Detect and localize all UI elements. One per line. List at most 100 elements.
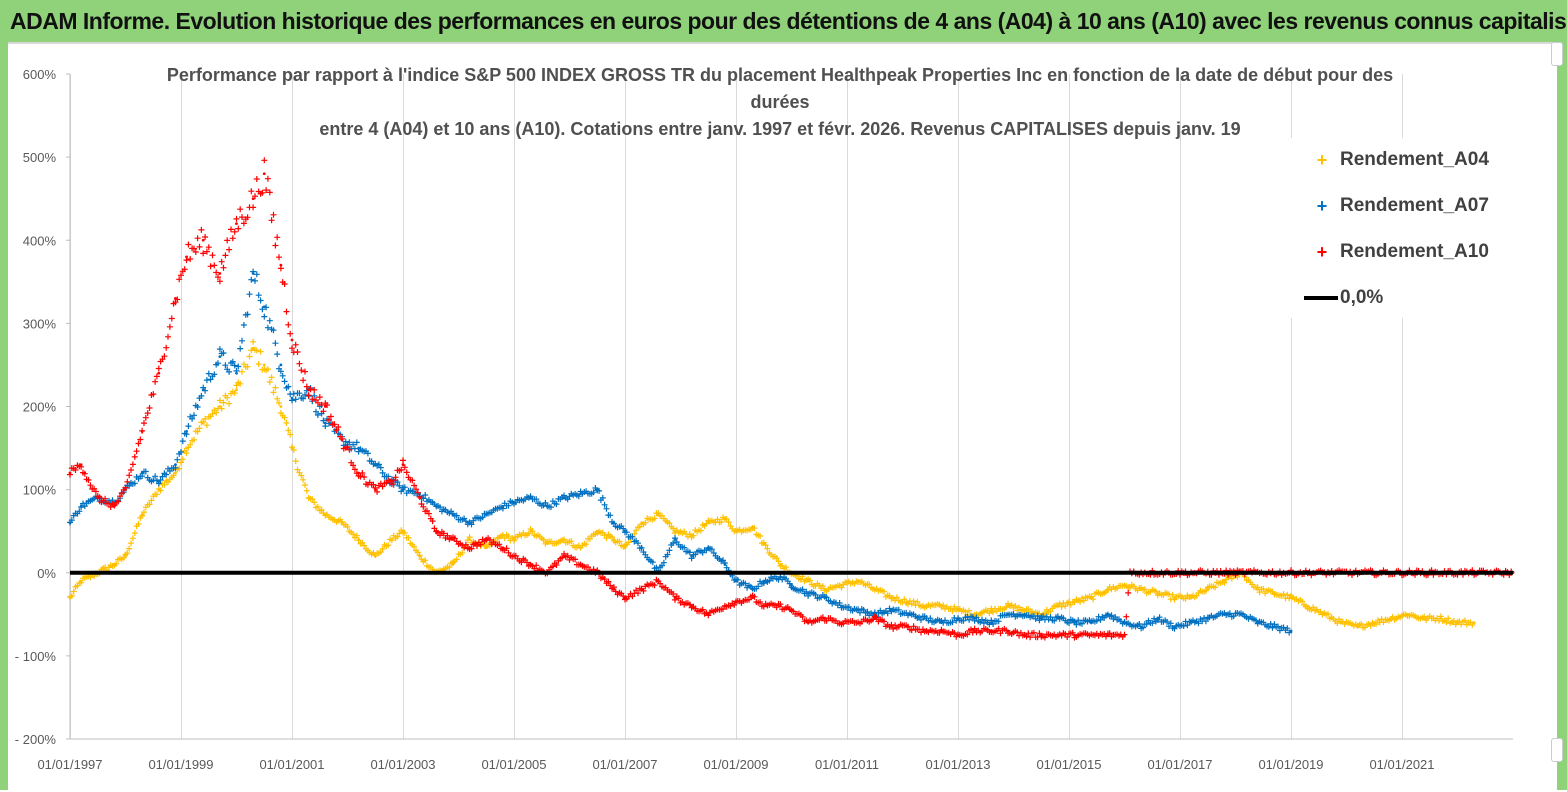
data-point — [1123, 583, 1126, 587]
data-point — [201, 238, 205, 242]
data-point — [873, 617, 877, 620]
legend-item-a10: + Rendement_A10 — [1304, 237, 1489, 267]
data-point — [401, 529, 405, 533]
data-point — [501, 546, 505, 550]
data-point — [906, 600, 910, 604]
data-point — [890, 608, 893, 612]
data-point — [1006, 629, 1010, 633]
data-point — [1206, 617, 1210, 620]
x-tick-label: 01/01/2013 — [925, 757, 990, 772]
data-point — [751, 587, 755, 591]
data-point — [751, 596, 755, 600]
data-point — [340, 438, 344, 442]
data-point — [640, 521, 644, 525]
data-point — [656, 513, 660, 516]
data-point — [185, 446, 188, 450]
x-tick-label: 01/01/2021 — [1369, 757, 1434, 772]
data-point — [1306, 604, 1310, 608]
data-point — [923, 604, 927, 608]
data-point — [939, 629, 943, 633]
data-point — [140, 471, 144, 475]
data-point — [734, 529, 738, 533]
data-point — [290, 338, 294, 342]
data-point — [1223, 579, 1226, 583]
chart-title-line-2: durées — [750, 92, 810, 112]
data-point — [1389, 617, 1393, 620]
data-point — [390, 479, 394, 483]
x-tick-label: 01/01/2017 — [1147, 757, 1212, 772]
data-point — [529, 563, 533, 566]
data-point — [734, 600, 738, 604]
data-point — [96, 496, 100, 500]
data-point — [1406, 612, 1409, 616]
data-point — [307, 388, 311, 392]
data-point — [1006, 604, 1010, 608]
data-point — [890, 596, 893, 600]
data-point — [157, 488, 161, 492]
chart-title-line-3: entre 4 (A04) et 10 ans (A10). Cotations… — [319, 119, 1241, 139]
data-point — [512, 554, 516, 558]
y-tick-label: 200% — [23, 400, 57, 415]
data-point — [762, 542, 766, 546]
data-point — [1356, 625, 1359, 629]
data-point — [174, 463, 177, 467]
data-point — [890, 625, 893, 629]
data-point — [823, 587, 827, 591]
data-point — [1089, 633, 1093, 637]
data-point — [840, 583, 843, 587]
data-point — [340, 521, 344, 525]
data-point — [762, 604, 766, 608]
data-point — [1206, 587, 1210, 591]
chart-title-line-1: Performance par rapport à l'indice S&P 5… — [166, 65, 1394, 85]
chart-resize-handle-top[interactable] — [1551, 42, 1563, 66]
legend-label-a07: Rendement_A07 — [1340, 195, 1489, 216]
data-point — [1073, 633, 1076, 637]
data-point — [1056, 604, 1060, 608]
legend-marker-a04: + — [1316, 149, 1328, 170]
data-point — [501, 504, 505, 508]
data-point — [623, 529, 627, 533]
data-point — [706, 612, 710, 616]
data-point — [989, 621, 993, 625]
data-point — [595, 488, 599, 492]
data-point — [673, 538, 677, 541]
data-point — [723, 563, 727, 566]
legend-item-a04: + Rendement_A04 — [1304, 145, 1489, 175]
y-axis-tick-labels: - 200% - 100% 0% 100% 200% 300% 400% 500% 600% — [15, 67, 57, 747]
x-axis-tick-labels: 01/01/1997 01/01/1999 01/01/2001 01/01/2003… — [37, 757, 1434, 772]
data-point — [390, 538, 394, 541]
x-tick-label: 01/01/2003 — [370, 757, 435, 772]
data-point — [1023, 633, 1026, 637]
data-point — [418, 496, 422, 500]
data-point — [1272, 625, 1276, 629]
data-point — [751, 525, 755, 529]
data-point — [1256, 587, 1260, 591]
data-point — [856, 579, 860, 583]
data-point — [484, 513, 488, 516]
data-point — [185, 255, 188, 259]
data-point — [68, 471, 72, 475]
data-point — [956, 608, 960, 612]
data-point — [357, 446, 360, 450]
series-markers-Rendement_A04 — [67, 338, 1476, 631]
data-point — [1322, 612, 1326, 616]
data-point — [673, 596, 677, 600]
chart-resize-handle-bottom[interactable] — [1551, 738, 1563, 762]
data-point — [79, 463, 83, 467]
y-tick-label: 600% — [23, 67, 57, 82]
data-point — [1139, 625, 1143, 629]
data-point — [251, 197, 255, 201]
gridlines — [70, 74, 1403, 739]
data-point — [1006, 612, 1010, 616]
axes — [66, 73, 1513, 740]
data-point — [124, 488, 127, 492]
data-point — [323, 421, 327, 425]
data-point — [640, 546, 644, 550]
data-point — [1089, 621, 1093, 625]
x-tick-label: 01/01/2009 — [703, 757, 768, 772]
data-point — [856, 608, 860, 612]
data-point — [262, 305, 266, 309]
data-point — [1256, 621, 1260, 625]
data-point — [1173, 625, 1176, 629]
data-point — [562, 496, 566, 500]
